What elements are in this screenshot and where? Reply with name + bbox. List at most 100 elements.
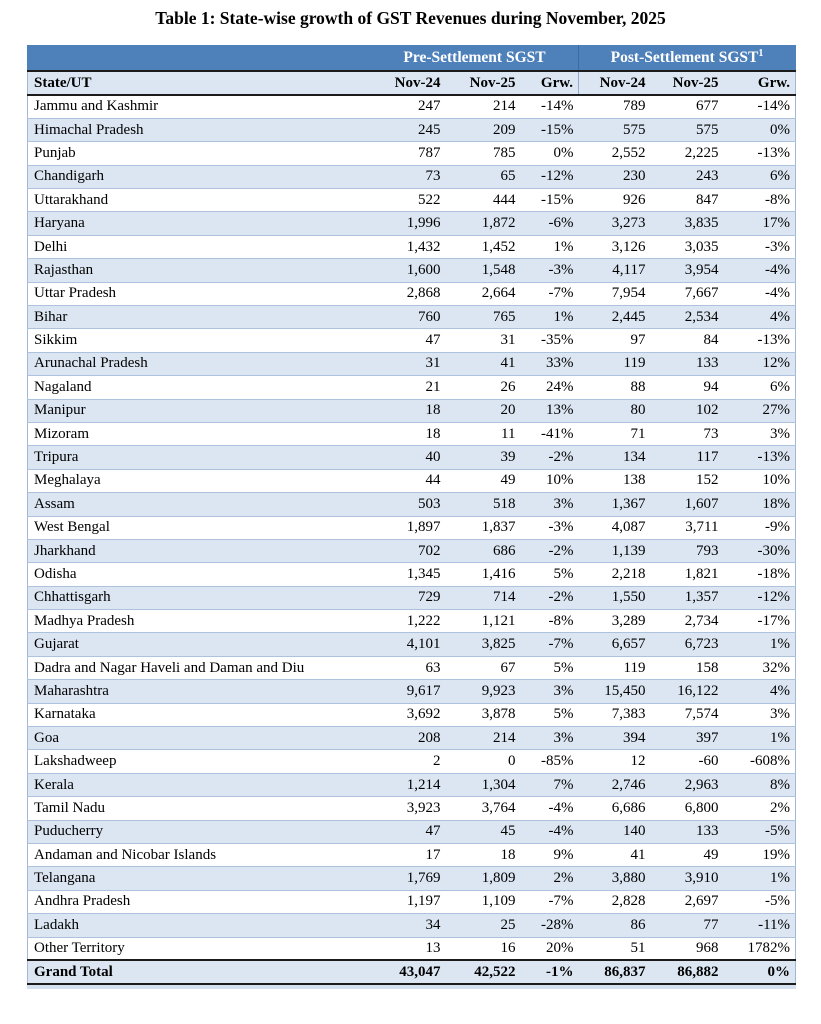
growth-pre-cell: -2% — [520, 445, 579, 470]
nov24-post-cell: 230 — [578, 165, 651, 190]
state-name-cell: Other Territory — [27, 937, 371, 961]
growth-post-cell: 0% — [723, 118, 797, 143]
table-row: Chandigarh 73 65 -12% 230 243 6% — [27, 165, 797, 190]
nov24-pre-cell: 522 — [370, 188, 446, 213]
growth-pre-cell: -15% — [520, 118, 579, 143]
state-name-cell: Uttar Pradesh — [27, 282, 371, 307]
table-row: Arunachal Pradesh 31 41 33% 119 133 12% — [27, 352, 797, 377]
table-row: Dadra and Nagar Haveli and Daman and Diu… — [27, 656, 797, 681]
state-name-cell: Mizoram — [27, 422, 371, 447]
table-row: Uttarakhand 522 444 -15% 926 847 -8% — [27, 188, 797, 213]
column-header-growth-pre: Grw. — [520, 70, 579, 96]
nov25-pre-cell: 1,837 — [445, 516, 521, 540]
growth-post-cell: 1782% — [723, 937, 797, 961]
group-header-spacer — [27, 45, 371, 71]
growth-post-cell: -3% — [723, 235, 797, 260]
nov25-post-cell: 575 — [650, 118, 724, 143]
state-name-cell: Dadra and Nagar Haveli and Daman and Diu — [27, 656, 371, 681]
nov24-pre-cell: 1,769 — [370, 866, 446, 891]
state-name-cell: Madhya Pradesh — [27, 609, 371, 634]
growth-pre-cell: -85% — [520, 749, 579, 774]
growth-post-cell: -13% — [723, 328, 797, 353]
nov24-pre-cell: 1,197 — [370, 890, 446, 915]
group-header-row: Pre-Settlement SGST Post-Settlement SGST… — [27, 45, 797, 71]
nov25-post-cell: 3,954 — [650, 258, 724, 283]
table-row: Rajasthan 1,600 1,548 -3% 4,117 3,954 -4% — [27, 258, 797, 283]
table-row: Manipur 18 20 13% 80 102 27% — [27, 399, 797, 423]
growth-pre-cell: 33% — [520, 352, 579, 377]
growth-post-cell: 6% — [723, 375, 797, 400]
nov25-pre-cell: 1,548 — [445, 258, 521, 283]
table-row: Sikkim 47 31 -35% 97 84 -13% — [27, 328, 797, 353]
growth-post-cell: 27% — [723, 399, 797, 423]
growth-post-cell: -13% — [723, 445, 797, 470]
nov25-pre-cell: 16 — [445, 937, 521, 961]
nov24-pre-cell: 3,692 — [370, 703, 446, 728]
state-name-cell: Himachal Pradesh — [27, 118, 371, 143]
growth-pre-cell: 9% — [520, 843, 579, 868]
nov24-pre-cell: 13 — [370, 937, 446, 961]
nov25-pre-cell: 49 — [445, 469, 521, 494]
nov25-post-cell: 84 — [650, 328, 724, 353]
growth-pre-cell: -6% — [520, 211, 579, 236]
state-name-cell: Andaman and Nicobar Islands — [27, 843, 371, 868]
nov25-post-cell: 1,821 — [650, 562, 724, 587]
nov24-pre-cell: 1,222 — [370, 609, 446, 634]
nov24-pre-cell: 3,923 — [370, 796, 446, 821]
growth-post-cell: 1% — [723, 632, 797, 657]
nov24-post-cell: 140 — [578, 820, 651, 845]
nov24-post-cell: 2,828 — [578, 890, 651, 915]
nov25-post-cell: 6,723 — [650, 632, 724, 657]
table-row: Ladakh 34 25 -28% 86 77 -11% — [27, 913, 797, 938]
nov24-pre-cell: 9,617 — [370, 679, 446, 704]
grand-total-nov24-pre: 43,047 — [370, 959, 446, 986]
nov25-post-cell: 16,122 — [650, 679, 724, 704]
nov24-pre-cell: 245 — [370, 118, 446, 143]
nov24-post-cell: 2,552 — [578, 141, 651, 166]
nov24-pre-cell: 73 — [370, 165, 446, 190]
nov24-pre-cell: 2 — [370, 749, 446, 774]
nov25-post-cell: 73 — [650, 422, 724, 447]
table-row: Tripura 40 39 -2% 134 117 -13% — [27, 445, 797, 470]
nov24-post-cell: 138 — [578, 469, 651, 494]
nov24-post-cell: 926 — [578, 188, 651, 213]
table-row: Other Territory 13 16 20% 51 968 1782% — [27, 937, 797, 961]
growth-post-cell: -608% — [723, 749, 797, 774]
nov25-post-cell: 133 — [650, 820, 724, 845]
state-name-cell: Lakshadweep — [27, 749, 371, 774]
state-name-cell: Odisha — [27, 562, 371, 587]
growth-post-cell: -30% — [723, 539, 797, 564]
nov24-post-cell: 12 — [578, 749, 651, 774]
nov24-post-cell: 119 — [578, 352, 651, 377]
nov25-pre-cell: 214 — [445, 95, 521, 119]
column-header-nov25-pre: Nov-25 — [445, 70, 521, 96]
nov25-pre-cell: 25 — [445, 913, 521, 938]
nov24-post-cell: 97 — [578, 328, 651, 353]
nov24-pre-cell: 2,868 — [370, 282, 446, 307]
state-name-cell: Uttarakhand — [27, 188, 371, 213]
nov24-post-cell: 15,450 — [578, 679, 651, 704]
nov25-pre-cell: 39 — [445, 445, 521, 470]
state-name-cell: Rajasthan — [27, 258, 371, 283]
growth-post-cell: -17% — [723, 609, 797, 634]
growth-post-cell: -4% — [723, 282, 797, 307]
table-row: Maharashtra 9,617 9,923 3% 15,450 16,122 4% — [27, 679, 797, 704]
nov25-pre-cell: 9,923 — [445, 679, 521, 704]
nov24-post-cell: 7,954 — [578, 282, 651, 307]
growth-pre-cell: -28% — [520, 913, 579, 938]
nov25-pre-cell: 1,452 — [445, 235, 521, 260]
table-row: West Bengal 1,897 1,837 -3% 4,087 3,711 -9% — [27, 516, 797, 540]
nov25-pre-cell: 214 — [445, 726, 521, 751]
nov25-pre-cell: 1,121 — [445, 609, 521, 634]
state-name-cell: Arunachal Pradesh — [27, 352, 371, 377]
grand-total-label: Grand Total — [27, 959, 371, 986]
state-name-cell: Gujarat — [27, 632, 371, 657]
nov25-pre-cell: 20 — [445, 399, 521, 423]
growth-pre-cell: 1% — [520, 305, 579, 330]
nov25-pre-cell: 1,872 — [445, 211, 521, 236]
growth-post-cell: 1% — [723, 726, 797, 751]
state-name-cell: Nagaland — [27, 375, 371, 400]
growth-post-cell: -18% — [723, 562, 797, 587]
growth-post-cell: -5% — [723, 820, 797, 845]
